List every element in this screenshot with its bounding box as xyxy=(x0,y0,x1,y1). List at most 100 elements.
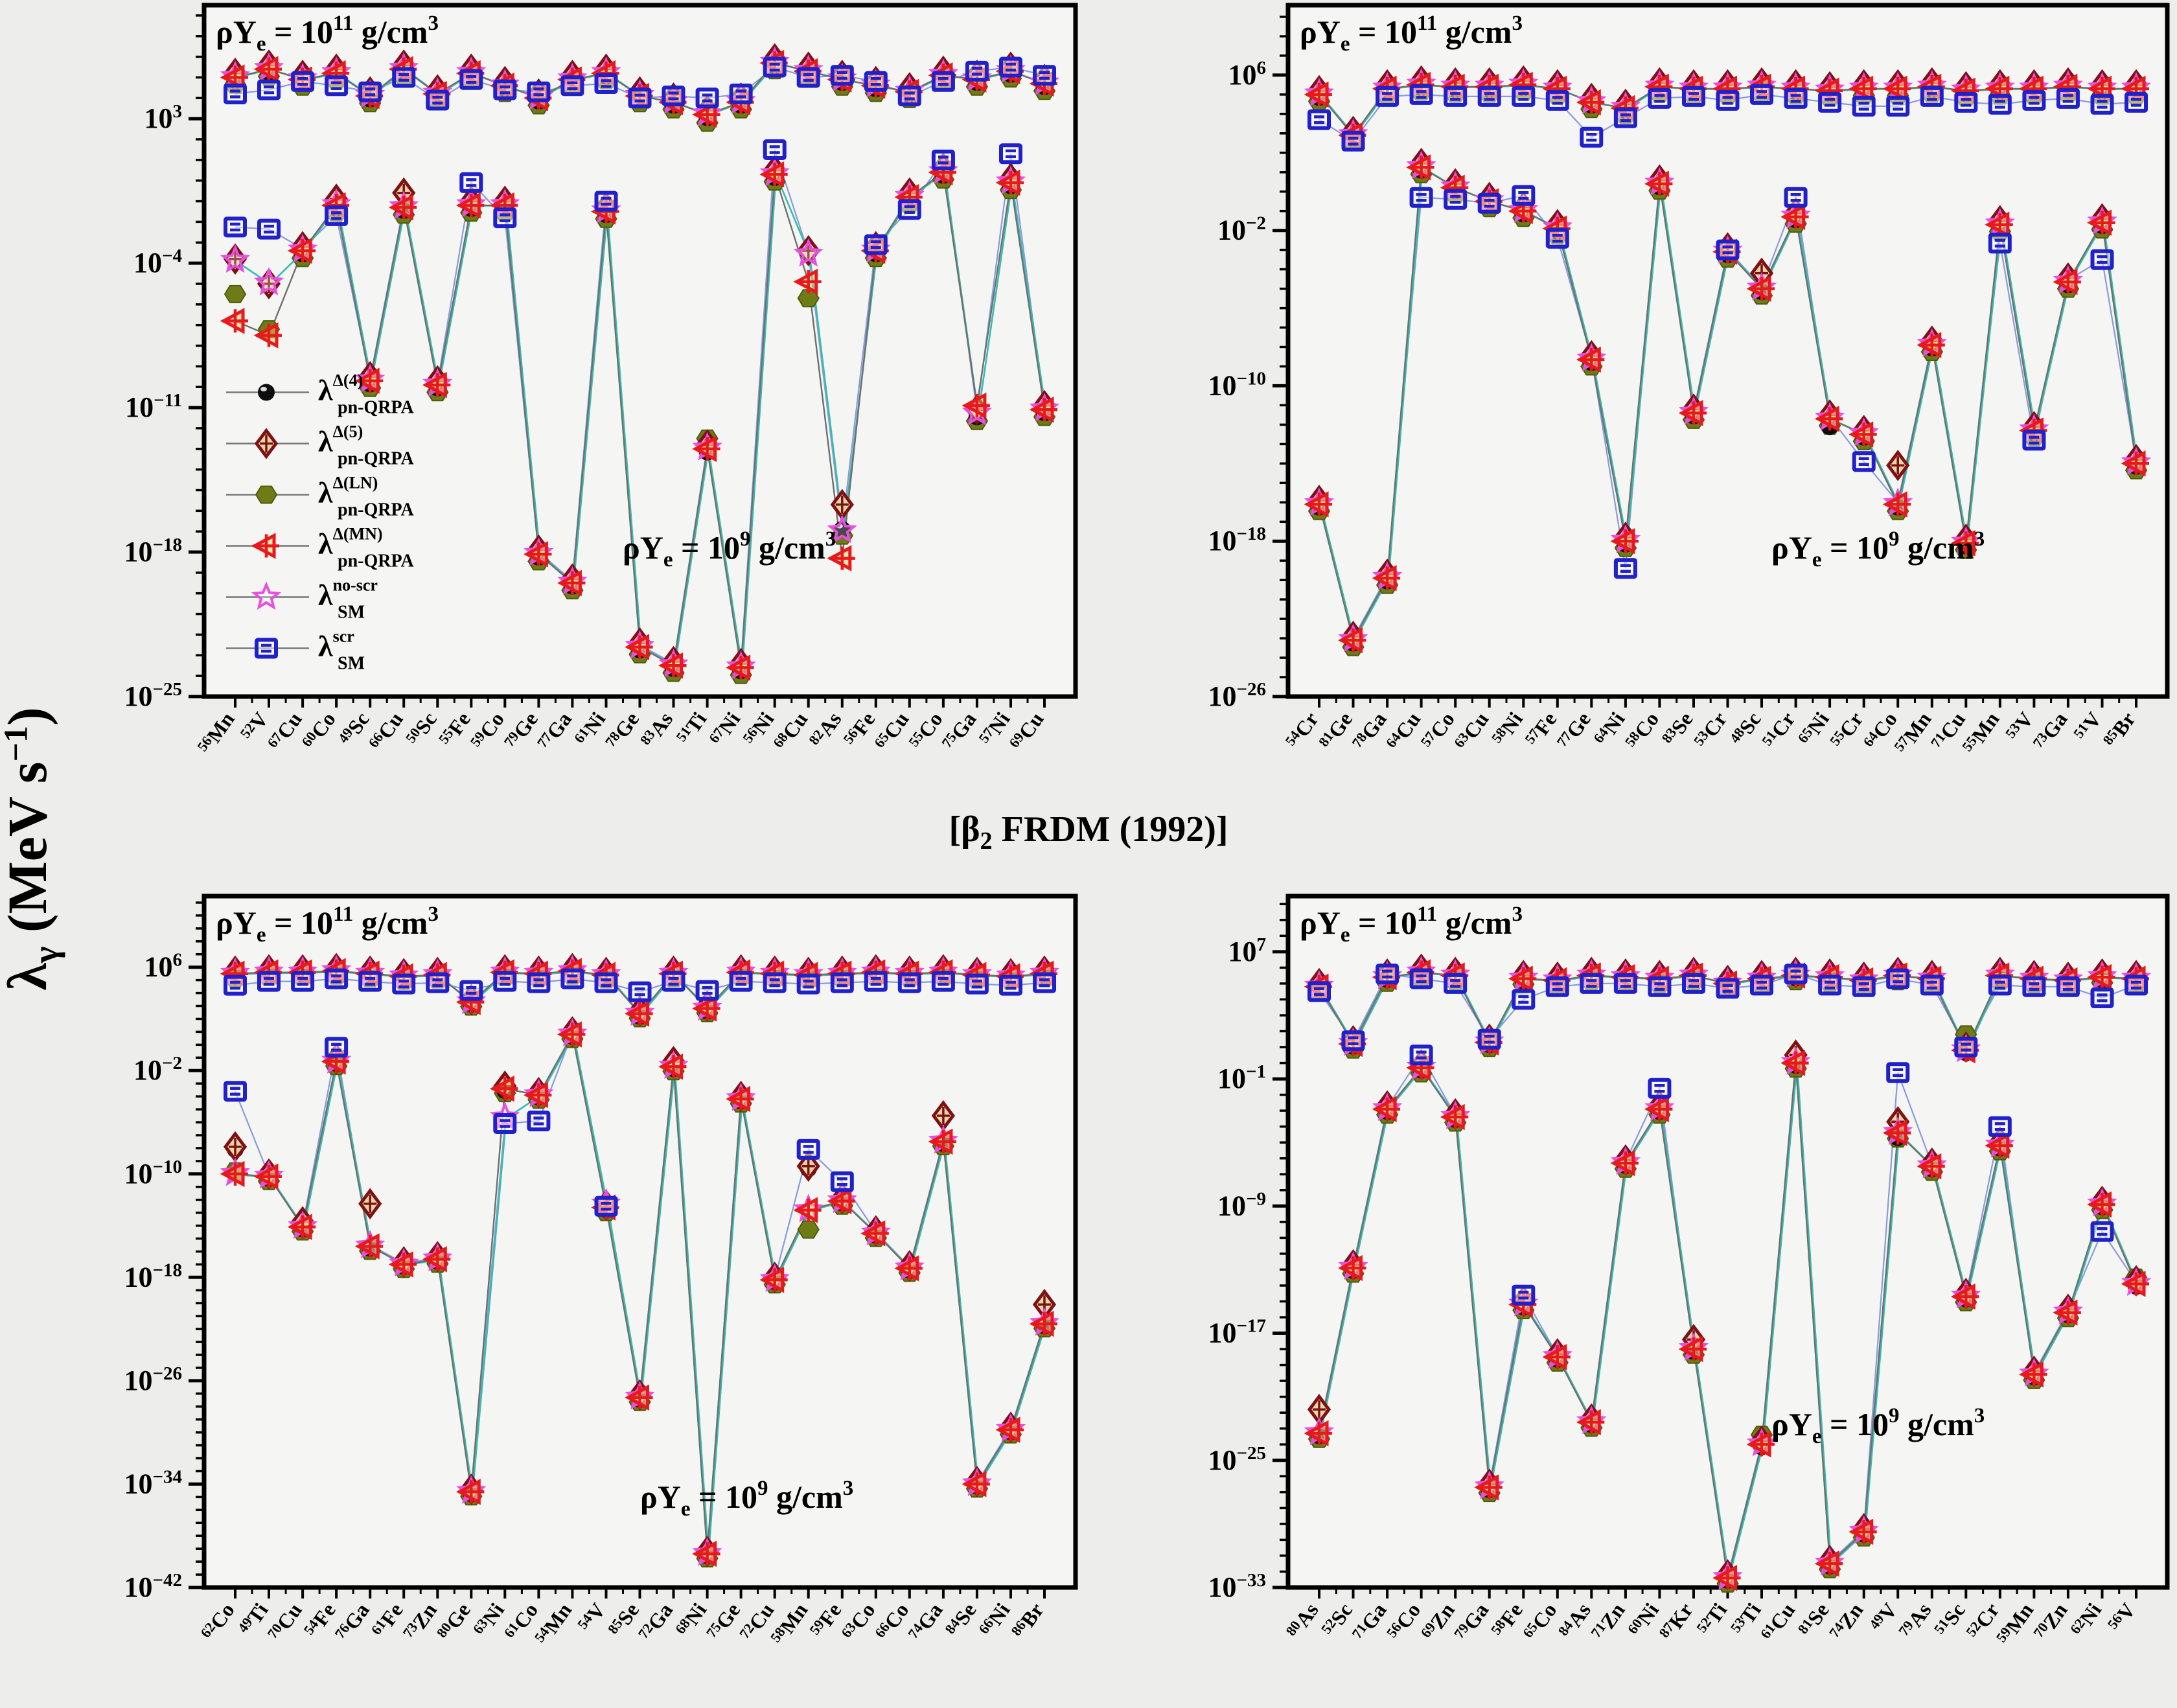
marker-sm-scr xyxy=(1988,93,2012,115)
marker-pnqrpa-mn xyxy=(2053,1299,2081,1326)
x-tick-label: 54Mn xyxy=(531,1598,576,1649)
marker-sm-scr xyxy=(1988,975,2012,996)
x-tick-label: 57Co xyxy=(1417,708,1459,754)
marker-sm-scr xyxy=(493,971,517,992)
marker-sm-scr xyxy=(2090,1221,2114,1242)
x-tick-label: 58Mn xyxy=(767,1598,812,1649)
x-tick-label: 73Ga xyxy=(2029,708,2072,754)
marker-sm-scr xyxy=(594,73,618,94)
marker-pnqrpa-mn xyxy=(1950,530,1979,557)
marker-pnqrpa-mn xyxy=(220,308,248,334)
marker-sm-scr xyxy=(1444,189,1468,210)
marker-sm-scr xyxy=(662,971,685,992)
x-tick-label: 56Co xyxy=(1383,1598,1425,1645)
marker-pnqrpa-mn xyxy=(692,435,720,462)
marker-sm-scr xyxy=(257,971,281,992)
marker-pnqrpa-mn xyxy=(860,1220,889,1247)
series-group-hi xyxy=(1304,65,2152,152)
marker-sm-scr xyxy=(2090,93,2114,115)
marker-sm-scr xyxy=(224,216,247,238)
x-tick-label: 84Se xyxy=(941,1598,980,1641)
marker-pnqrpa-mn xyxy=(827,1188,855,1214)
marker-pnqrpa-mn xyxy=(1644,170,1673,197)
x-tick-label: 84As xyxy=(1555,1598,1596,1643)
marker-pnqrpa-mn xyxy=(1882,1120,1911,1146)
marker-pnqrpa-mn xyxy=(1746,275,1775,302)
marker-pnqrpa-mn xyxy=(1814,1551,1843,1577)
svg-text:107: 107 xyxy=(1228,934,1267,967)
marker-sm-scr xyxy=(1920,86,1944,107)
marker-pnqrpa-mn xyxy=(1474,1474,1503,1501)
marker-sm-scr xyxy=(325,205,349,226)
marker-sm-scr xyxy=(864,71,888,92)
x-tick-label: 69Cu xyxy=(1006,708,1048,754)
marker-sm-scr xyxy=(729,971,753,992)
marker-sm-scr xyxy=(1376,964,1400,985)
marker-pnqrpa-mn xyxy=(1780,1050,1809,1076)
x-tick-label: 81Se xyxy=(1794,1598,1833,1641)
x-tick-label: 54V xyxy=(574,1598,610,1636)
x-tick-label: 66Ni xyxy=(975,1598,1015,1641)
x-tick-label: 70Cu xyxy=(264,1598,306,1645)
marker-sm-scr xyxy=(796,1138,820,1160)
marker-sm-scr xyxy=(1954,1037,1978,1057)
x-tick-label: 82As xyxy=(805,708,846,752)
series-group-lo xyxy=(1304,148,2152,656)
marker-sm-scr xyxy=(1033,65,1056,86)
marker-sm-scr xyxy=(527,81,551,102)
svg-text:10−18: 10−18 xyxy=(1208,524,1266,557)
marker-sm-scr xyxy=(1545,227,1569,249)
marker-pnqrpa-mn xyxy=(422,1246,451,1273)
marker-pnqrpa-mn xyxy=(827,545,855,571)
marker-sm-scr xyxy=(1750,84,1773,105)
x-axis-ticks: 56Mn52V67Cu60Co49Sc66Cu50Sc55Fe59Co79Ge7… xyxy=(194,697,1048,758)
x-tick-label: 56Mn xyxy=(194,708,239,758)
marker-pnqrpa-mn xyxy=(1610,1149,1639,1177)
marker-sm-noscr xyxy=(251,581,282,610)
x-tick-label: 85Br xyxy=(2099,708,2139,752)
svg-text:10−25: 10−25 xyxy=(1208,1443,1266,1476)
marker-pnqrpa-mn xyxy=(1950,1283,1979,1310)
marker-sm-scr xyxy=(1341,130,1365,152)
x-tick-label: 64Cu xyxy=(1383,708,1425,754)
series-group-hi xyxy=(220,43,1060,132)
marker-pnqrpa-mn xyxy=(1304,1420,1332,1447)
marker-sm-scr xyxy=(1477,192,1501,214)
marker-pnqrpa-mn xyxy=(557,570,586,596)
marker-sm-scr xyxy=(1920,975,1944,996)
marker-pnqrpa-mn xyxy=(928,1128,956,1155)
marker-sm-scr xyxy=(1648,87,1672,109)
marker-sm-scr xyxy=(729,84,753,104)
marker-sm-scr xyxy=(1409,1044,1433,1066)
marker-pnqrpa-mn xyxy=(793,1197,822,1223)
marker-sm-scr xyxy=(358,971,382,992)
marker-sm-scr xyxy=(763,972,787,993)
chart-panel-bottom-left: 10−42 10−34 10−26 10−18 10−10 10−2 106 62Co49Ti… xyxy=(124,894,1078,1649)
marker-pnqrpa-mn xyxy=(995,1416,1024,1443)
marker-pnqrpa-mn xyxy=(1304,81,1332,108)
marker-pnqrpa-mn xyxy=(455,192,485,219)
marker-sm-scr xyxy=(325,1037,349,1058)
marker-sm-scr xyxy=(1512,989,1536,1010)
marker-sm-scr xyxy=(1818,975,1842,996)
marker-sm-scr xyxy=(662,86,685,107)
marker-sm-scr xyxy=(1682,973,1705,994)
marker-pnqrpa-mn xyxy=(1338,1254,1366,1282)
x-tick-label: 65Co xyxy=(1519,1598,1561,1645)
x-tick-label: 51Cr xyxy=(1758,708,1800,752)
marker-sm-scr xyxy=(594,972,618,993)
marker-sm-scr xyxy=(796,67,820,88)
marker-pnqrpa-mn xyxy=(625,1000,653,1027)
x-tick-label: 55Fe xyxy=(435,708,475,750)
marker-pnqrpa-mn xyxy=(1542,1344,1571,1370)
marker-sm-scr xyxy=(1376,86,1400,107)
x-tick-label: 51Ti xyxy=(673,708,711,748)
x-tick-label: 69Zn xyxy=(1417,1598,1459,1645)
marker-pnqrpa-mn xyxy=(692,1540,720,1567)
marker-pnqrpa-mn xyxy=(962,392,990,419)
marker-pnqrpa-mn xyxy=(1849,1518,1877,1545)
marker-sm-scr xyxy=(830,65,854,86)
marker-pnqrpa-mn xyxy=(1338,627,1366,654)
marker-pnqrpa-mn xyxy=(1440,1103,1469,1131)
marker-sm-scr xyxy=(830,1171,854,1192)
